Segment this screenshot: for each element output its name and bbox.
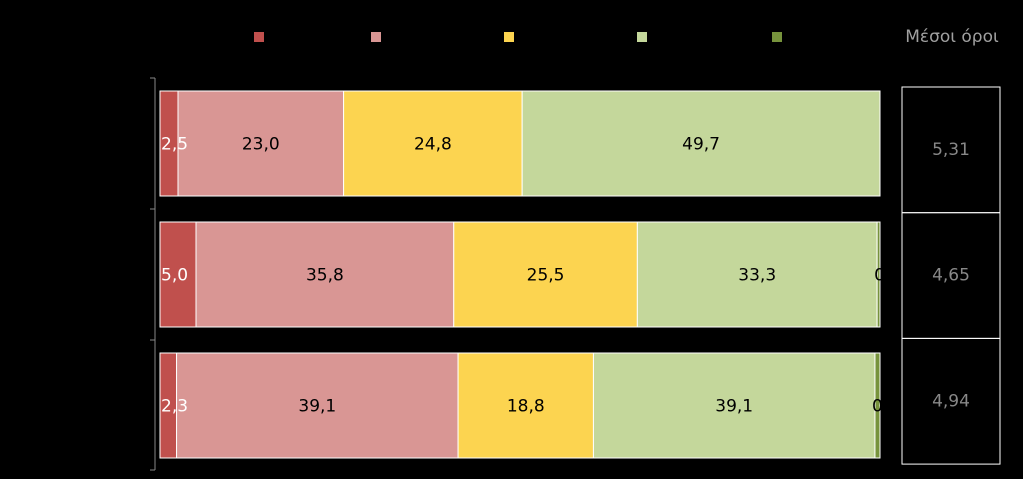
legend-swatch <box>637 32 647 42</box>
averages-title: Μέσοι όροι <box>905 27 999 47</box>
data-label: 25,5 <box>527 266 565 286</box>
data-label: 18,8 <box>507 397 545 417</box>
data-label: 33,3 <box>738 266 776 286</box>
legend-swatch <box>772 32 782 42</box>
bar-segment <box>521 90 881 197</box>
data-label: 23,0 <box>242 135 280 155</box>
bar-segment <box>177 90 345 197</box>
data-label: 39,1 <box>715 397 753 417</box>
average-value: 5,31 <box>932 140 970 160</box>
data-label: 5,0 <box>161 266 188 286</box>
legend-swatch <box>371 32 381 42</box>
data-label: 39,1 <box>298 397 336 417</box>
bar-segment <box>343 90 523 197</box>
data-label: 0,4 <box>874 266 901 286</box>
bar-segment <box>592 352 876 459</box>
bar-segment <box>159 221 197 328</box>
labels: 2,5 23,0 24,8 49,7 5,0 35,8 25,5 33,3 0,4 2,3 39,1… <box>161 135 901 417</box>
bar-segment <box>876 221 881 328</box>
data-label: 2,5 <box>161 135 188 155</box>
average-value: 4,94 <box>932 391 970 411</box>
data-label: 24,8 <box>414 135 452 155</box>
bar-segment <box>874 352 881 459</box>
data-label: 49,7 <box>682 135 720 155</box>
legend-swatch <box>504 32 514 42</box>
bar-segment <box>636 221 878 328</box>
average-box <box>901 337 1001 465</box>
bar-segment <box>176 352 459 459</box>
bar-segment <box>453 221 638 328</box>
average-value: 4,65 <box>932 266 970 286</box>
data-label: 35,8 <box>306 266 344 286</box>
legend-swatch <box>254 32 264 42</box>
bar-segment <box>195 221 455 328</box>
data-label: 0,7 <box>872 397 899 417</box>
data-label: 2,3 <box>161 397 188 417</box>
bar-segment <box>457 352 594 459</box>
